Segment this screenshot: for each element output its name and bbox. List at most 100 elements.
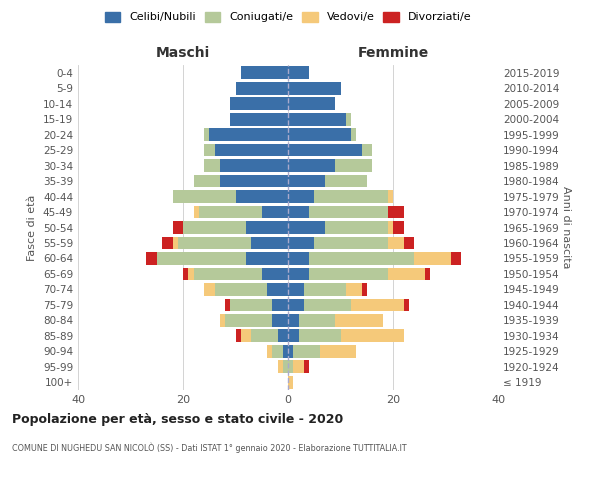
Bar (204, 283, 215, 296)
Bar (288, 345, 293, 358)
Bar (346, 283, 361, 296)
Bar (215, 283, 267, 296)
Bar (288, 113, 346, 126)
Bar (346, 113, 351, 126)
Bar (299, 330, 341, 342)
Bar (173, 190, 235, 203)
Bar (246, 221, 288, 234)
Bar (209, 128, 288, 141)
Bar (251, 330, 277, 342)
Bar (241, 330, 251, 342)
Bar (162, 236, 173, 250)
Bar (173, 221, 183, 234)
Bar (288, 360, 293, 373)
Bar (388, 206, 404, 218)
Bar (351, 128, 356, 141)
Bar (288, 144, 361, 156)
Bar (309, 252, 414, 265)
Bar (188, 268, 193, 280)
Bar (304, 298, 351, 311)
Bar (393, 221, 404, 234)
Bar (325, 221, 388, 234)
Bar (235, 330, 241, 342)
Bar (388, 221, 393, 234)
Bar (230, 298, 272, 311)
Bar (183, 221, 246, 234)
Text: Femmine: Femmine (358, 46, 428, 60)
Bar (157, 252, 246, 265)
Bar (272, 298, 288, 311)
Text: Maschi: Maschi (156, 46, 210, 60)
Bar (288, 98, 335, 110)
Bar (451, 252, 461, 265)
Bar (314, 236, 388, 250)
Bar (388, 236, 404, 250)
Bar (204, 128, 209, 141)
Bar (341, 330, 404, 342)
Bar (309, 268, 388, 280)
Bar (272, 345, 283, 358)
Bar (351, 298, 404, 311)
Bar (288, 66, 309, 79)
Bar (335, 314, 383, 326)
Bar (361, 144, 372, 156)
Bar (220, 314, 225, 326)
Bar (388, 190, 393, 203)
Bar (288, 330, 299, 342)
Bar (388, 268, 425, 280)
Bar (404, 236, 414, 250)
Bar (225, 298, 230, 311)
Bar (325, 174, 367, 188)
Bar (193, 268, 262, 280)
Bar (288, 376, 293, 388)
Bar (267, 283, 288, 296)
Bar (220, 159, 288, 172)
Bar (220, 174, 288, 188)
Bar (204, 144, 215, 156)
Bar (272, 314, 288, 326)
Bar (225, 314, 272, 326)
Bar (267, 345, 272, 358)
Bar (199, 206, 262, 218)
Bar (361, 283, 367, 296)
Bar (304, 360, 309, 373)
Bar (193, 206, 199, 218)
Bar (335, 159, 372, 172)
Bar (288, 206, 309, 218)
Bar (288, 190, 314, 203)
Bar (241, 66, 288, 79)
Bar (404, 298, 409, 311)
Bar (251, 236, 288, 250)
Bar (262, 206, 288, 218)
Bar (299, 314, 335, 326)
Text: Popolazione per età, sesso e stato civile - 2020: Popolazione per età, sesso e stato civil… (12, 412, 343, 426)
Bar (314, 190, 388, 203)
Bar (230, 113, 288, 126)
Bar (193, 174, 220, 188)
Bar (288, 159, 335, 172)
Bar (277, 360, 283, 373)
Bar (235, 190, 288, 203)
Bar (288, 298, 304, 311)
Bar (288, 268, 309, 280)
Bar (304, 283, 346, 296)
Bar (283, 360, 288, 373)
Bar (320, 345, 356, 358)
Y-axis label: Anni di nascita: Anni di nascita (561, 186, 571, 269)
Bar (215, 144, 288, 156)
Bar (293, 345, 320, 358)
Bar (288, 314, 299, 326)
Bar (293, 360, 304, 373)
Bar (288, 128, 351, 141)
Bar (288, 283, 304, 296)
Bar (262, 268, 288, 280)
Legend: Celibi/Nubili, Coniugati/e, Vedovi/e, Divorziati/e: Celibi/Nubili, Coniugati/e, Vedovi/e, Di… (100, 8, 476, 27)
Bar (235, 82, 288, 94)
Bar (173, 236, 178, 250)
Bar (277, 330, 288, 342)
Bar (283, 345, 288, 358)
Bar (309, 206, 388, 218)
Bar (178, 236, 251, 250)
Bar (183, 268, 188, 280)
Bar (288, 252, 309, 265)
